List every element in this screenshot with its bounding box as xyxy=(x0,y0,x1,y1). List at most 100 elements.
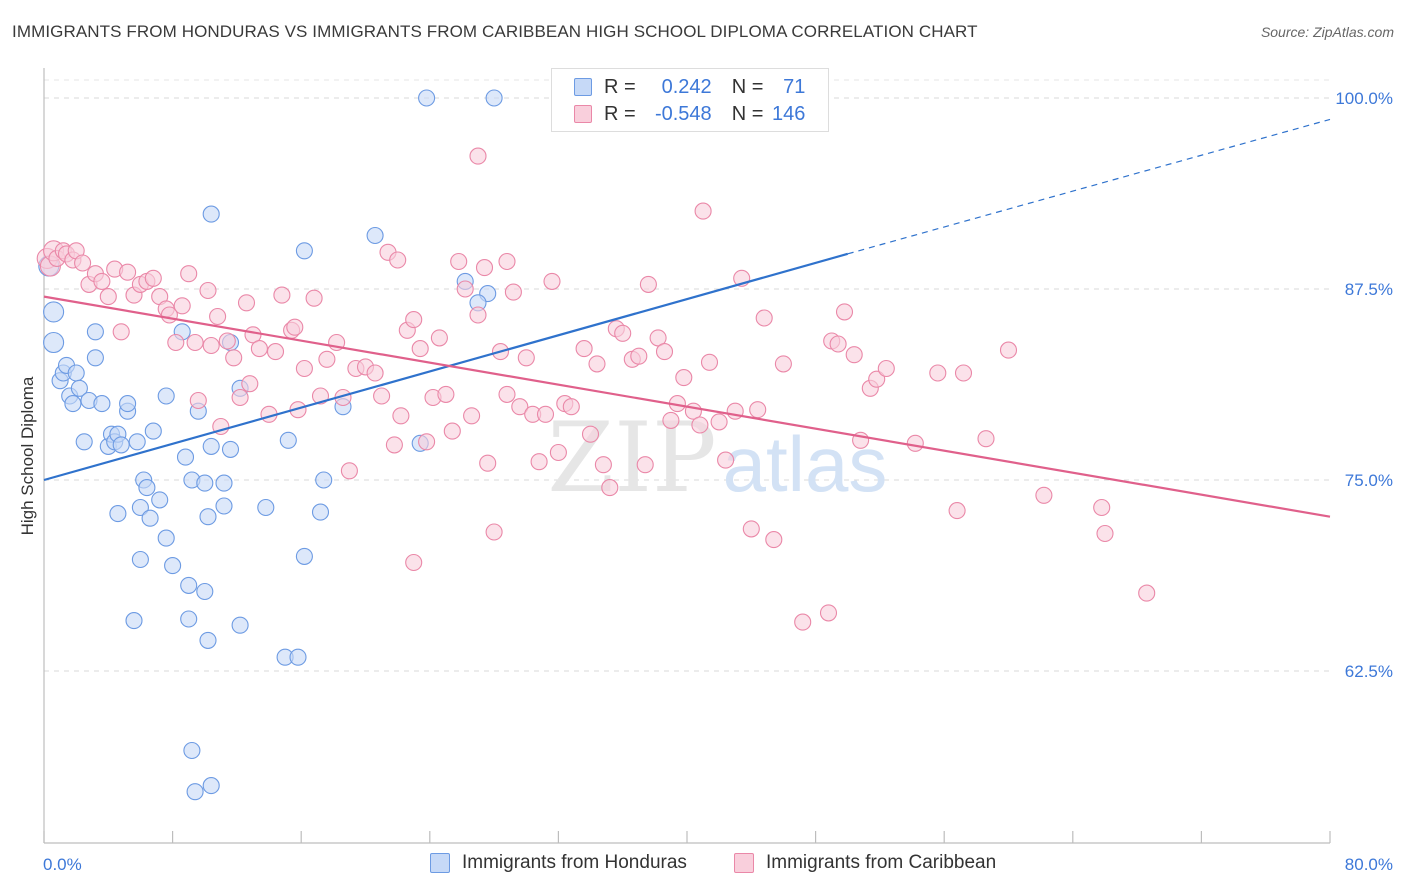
legend-label-caribbean: Immigrants from Caribbean xyxy=(766,852,997,873)
caribbean-point xyxy=(655,343,674,361)
caribbean-point xyxy=(694,202,712,220)
honduras-point xyxy=(366,226,384,245)
caribbean-point xyxy=(295,359,313,378)
legend-r-value: -0.548 xyxy=(654,102,712,125)
caribbean-point xyxy=(868,370,886,388)
caribbean-point xyxy=(498,385,516,403)
caribbean-point xyxy=(717,451,735,469)
legend-item-honduras[interactable]: Immigrants from Honduras xyxy=(430,852,687,874)
caribbean-point xyxy=(93,272,111,290)
caribbean-point xyxy=(202,336,220,355)
caribbean-point xyxy=(829,335,847,353)
honduras-point xyxy=(131,550,149,569)
caribbean-point xyxy=(485,523,503,541)
caribbean-point xyxy=(662,411,680,429)
honduras-point xyxy=(485,89,503,107)
honduras-trend-line xyxy=(43,252,849,482)
honduras-point xyxy=(279,431,297,449)
y-axis-label: High School Diploma xyxy=(18,376,37,536)
honduras-point xyxy=(144,422,162,440)
honduras-point xyxy=(176,448,195,466)
caribbean-point xyxy=(504,283,522,301)
honduras-point xyxy=(151,491,169,509)
honduras-point xyxy=(157,529,175,547)
honduras-point xyxy=(202,777,220,795)
legend-n-label: N = xyxy=(731,75,764,98)
honduras-point xyxy=(202,437,220,455)
caribbean-point xyxy=(562,398,580,416)
chart-title: IMMIGRANTS FROM HONDURAS VS IMMIGRANTS F… xyxy=(12,22,978,41)
honduras-point xyxy=(112,436,130,454)
honduras-point xyxy=(215,474,233,492)
caribbean-point xyxy=(144,269,162,287)
legend-n-label: N = xyxy=(731,102,764,125)
caribbean-point xyxy=(74,254,92,272)
honduras-point xyxy=(295,242,313,260)
source-credit: Source: ZipAtlas.com xyxy=(1260,24,1394,40)
honduras-point xyxy=(180,576,198,594)
caribbean-point xyxy=(948,502,966,520)
legend-r-label: R = xyxy=(604,75,636,98)
caribbean-point xyxy=(675,369,693,387)
legend-row-caribbean: R = -0.548 N = 146 xyxy=(574,102,805,126)
y-tick-label: 87.5% xyxy=(1345,280,1393,299)
correlation-legend: R = 0.242 N = 71 R = -0.548 N = 146 xyxy=(551,68,829,132)
caribbean-point xyxy=(463,407,481,425)
legend-r-value: 0.242 xyxy=(661,75,712,98)
honduras-point xyxy=(164,557,182,575)
caribbean-point xyxy=(835,303,854,321)
caribbean-point xyxy=(443,422,461,440)
caribbean-point xyxy=(318,350,336,368)
honduras-point xyxy=(86,349,104,367)
caribbean-point xyxy=(218,332,236,350)
caribbean-point xyxy=(517,349,535,367)
caribbean-point xyxy=(411,340,429,358)
caribbean-point xyxy=(385,436,403,454)
caribbean-point xyxy=(639,275,657,293)
honduras-point xyxy=(315,471,333,489)
series-legend: Immigrants from Honduras Immigrants from… xyxy=(0,852,1406,876)
caribbean-point xyxy=(765,531,783,549)
caribbean-point xyxy=(1096,524,1114,543)
legend-label-honduras: Immigrants from Honduras xyxy=(462,852,687,873)
honduras-point xyxy=(157,387,175,405)
honduras-point xyxy=(215,497,233,515)
caribbean-point xyxy=(437,385,455,403)
caribbean-point xyxy=(173,297,191,315)
honduras-point xyxy=(43,331,65,354)
caribbean-point xyxy=(906,434,924,452)
legend-item-caribbean[interactable]: Immigrants from Caribbean xyxy=(734,852,996,874)
honduras-point xyxy=(131,498,149,517)
caribbean-point xyxy=(575,340,593,358)
caribbean-point xyxy=(929,364,947,382)
caribbean-point xyxy=(511,398,529,416)
y-tick-labels: 62.5% 75.0% 87.5% 100.0% xyxy=(1335,89,1393,681)
caribbean-point xyxy=(691,416,709,434)
caribbean-point xyxy=(700,353,719,371)
caribbean-point xyxy=(549,443,567,462)
caribbean-point xyxy=(430,329,448,347)
caribbean-point xyxy=(475,259,494,277)
caribbean-point xyxy=(469,147,487,165)
legend-n-value: 71 xyxy=(783,75,806,98)
caribbean-point xyxy=(530,453,548,471)
legend-swatch-caribbean xyxy=(574,105,592,123)
honduras-point xyxy=(86,323,104,341)
caribbean-point xyxy=(630,347,648,365)
caribbean-point xyxy=(231,388,249,407)
caribbean-point xyxy=(180,265,198,283)
caribbean-point xyxy=(167,333,185,352)
honduras-point xyxy=(199,631,217,649)
data-points xyxy=(36,89,1156,801)
x-tick-label-min: 0.0% xyxy=(43,855,82,874)
caribbean-point xyxy=(469,306,487,324)
honduras-point xyxy=(180,610,198,628)
caribbean-point xyxy=(479,454,497,472)
caribbean-point xyxy=(186,333,204,352)
caribbean-point xyxy=(636,456,654,474)
honduras-point xyxy=(138,479,156,497)
honduras-point xyxy=(183,741,201,760)
legend-r-label: R = xyxy=(604,102,636,125)
caribbean-point xyxy=(819,604,838,622)
